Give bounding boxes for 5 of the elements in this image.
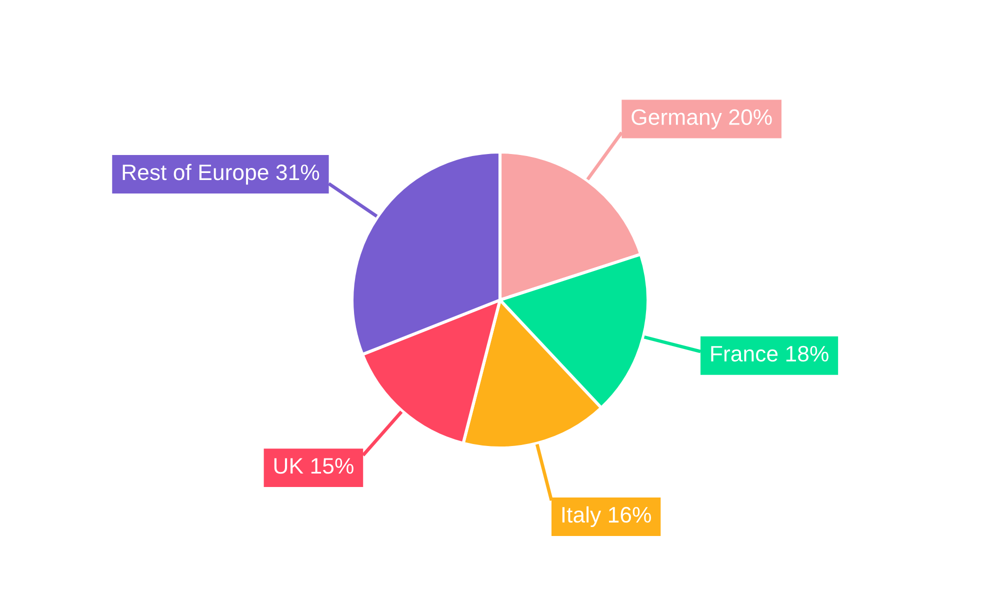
slice-label: Rest of Europe 31% — [122, 164, 320, 185]
slice-label: UK 15% — [274, 458, 354, 474]
slice-label: France 18% — [711, 346, 828, 362]
slice-label: Germany 20% — [632, 109, 772, 130]
slice-label: Italy 16% — [562, 506, 651, 528]
